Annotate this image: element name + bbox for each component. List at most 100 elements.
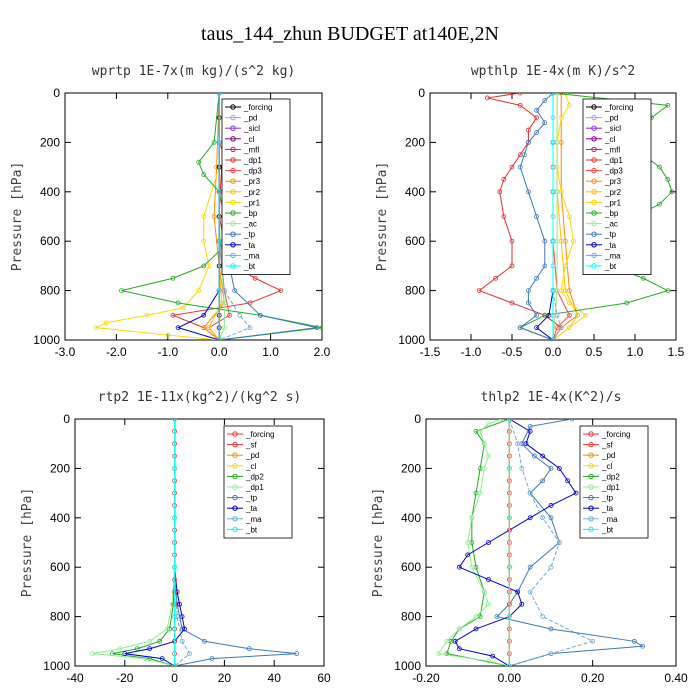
x-tick-label: 0	[171, 671, 178, 685]
y-tick-label: 200	[40, 135, 60, 149]
data-point	[201, 238, 207, 244]
data-point	[509, 300, 515, 306]
y-tick-label: 600	[405, 234, 425, 248]
data-point	[526, 127, 531, 133]
data-point	[456, 626, 462, 632]
series-line-dp1	[92, 419, 176, 666]
legend-label: _sf	[245, 441, 257, 450]
series-line-dp2	[446, 419, 510, 666]
data-point	[567, 102, 572, 108]
data-point	[486, 577, 491, 582]
legend-label: _tp	[243, 230, 256, 239]
legend-label: _bp	[243, 209, 258, 218]
legend-label: _dp3	[604, 167, 623, 176]
y-tick-label: 800	[401, 610, 421, 624]
data-point	[550, 139, 556, 145]
data-point	[494, 614, 500, 619]
y-tick-label: 200	[405, 135, 425, 149]
plot-area	[436, 419, 646, 666]
data-point	[526, 139, 531, 145]
data-point	[179, 614, 185, 619]
data-point	[534, 325, 539, 331]
data-point	[319, 325, 322, 331]
plot-frame	[64, 92, 323, 341]
data-point	[201, 214, 207, 219]
x-tick-label: -40	[66, 671, 84, 685]
legend-label: _tp	[245, 494, 258, 503]
legend-label: _bt	[245, 525, 258, 534]
data-point	[444, 638, 450, 644]
y-axis-label: Pressure [hPa]	[375, 162, 390, 272]
legend-marker	[591, 252, 597, 259]
legend-label: _bp	[604, 209, 619, 218]
x-tick-label: 0.00	[498, 671, 522, 685]
data-point	[452, 638, 458, 644]
data-point	[506, 515, 512, 521]
legend-marker	[588, 494, 594, 501]
data-point	[473, 626, 479, 632]
legend-marker	[232, 484, 238, 490]
legend-label: _mfl	[604, 145, 620, 154]
data-point	[548, 503, 554, 508]
legend-marker	[230, 104, 236, 110]
legend-label: _sicl	[604, 124, 621, 133]
legend-label: _bt	[243, 262, 256, 271]
data-point	[90, 651, 95, 657]
data-point	[187, 651, 192, 657]
y-tick-label: 400	[50, 511, 70, 525]
data-point	[206, 325, 212, 331]
data-point	[501, 214, 507, 219]
plot-area	[93, 93, 322, 340]
data-point	[216, 288, 222, 294]
data-point	[550, 93, 556, 96]
data-point	[558, 115, 564, 121]
data-point	[175, 325, 181, 331]
data-point	[534, 130, 539, 135]
x-tick-label: 0.40	[664, 671, 688, 685]
data-point	[469, 564, 475, 570]
legend-label: _forcing	[604, 103, 633, 112]
data-point	[550, 238, 556, 244]
data-point	[486, 601, 491, 607]
legend-label: _tp	[601, 494, 614, 503]
data-point	[534, 275, 539, 281]
legend-marker	[588, 452, 594, 458]
data-point	[657, 164, 662, 170]
data-point	[526, 300, 531, 306]
y-tick-label: 1000	[43, 659, 70, 673]
series-line-dp1	[478, 93, 562, 340]
data-point	[172, 614, 178, 619]
x-tick-label: 0.20	[581, 671, 605, 685]
data-point	[517, 102, 523, 108]
legend-marker	[230, 199, 236, 206]
legend-marker	[230, 178, 236, 184]
legend-marker	[230, 220, 236, 227]
data-point	[567, 300, 572, 306]
data-point	[103, 320, 109, 326]
data-point	[473, 614, 479, 619]
data-point	[550, 189, 556, 195]
data-point	[573, 490, 579, 496]
legend-label: _bt	[604, 262, 617, 271]
data-point	[542, 263, 548, 269]
data-point	[624, 300, 630, 306]
data-point	[221, 288, 227, 294]
data-point	[117, 646, 123, 652]
y-tick-label: 800	[405, 284, 425, 298]
data-point	[567, 325, 572, 331]
data-point	[157, 638, 163, 644]
y-axis-label: Pressure [hPa]	[20, 488, 35, 598]
y-tick-label: 1000	[33, 333, 60, 347]
legend-marker	[232, 463, 238, 469]
plot-frame	[425, 418, 677, 667]
y-tick-label: 200	[401, 461, 421, 475]
panel-4: thlp2 1E-4x(K^2)/s Pressure [hPa] 0 200 400 6…	[371, 390, 688, 685]
legend-label: _ma	[243, 251, 260, 260]
data-point	[477, 490, 483, 496]
legend-marker	[591, 263, 597, 269]
data-point	[465, 552, 471, 558]
legend-marker	[232, 452, 238, 458]
y-tick-label: 0	[418, 86, 425, 100]
data-point	[196, 288, 202, 294]
